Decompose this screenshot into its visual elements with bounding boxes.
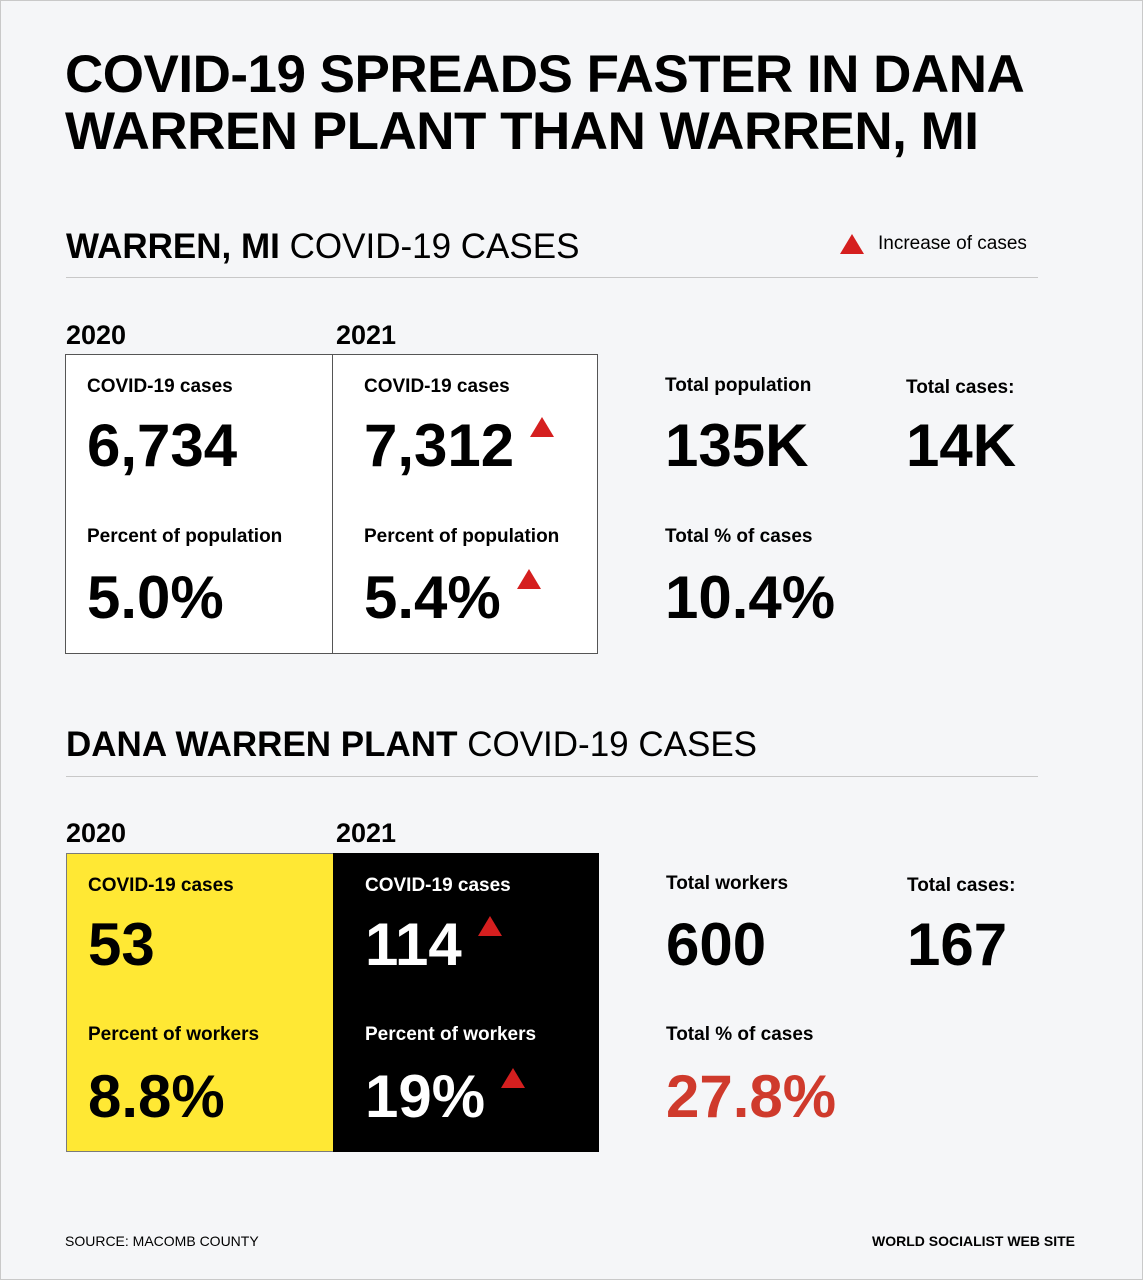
warren-2020-cases-label: COVID-19 cases (87, 376, 233, 397)
warren-2020-pct-value: 5.0% (87, 565, 224, 631)
warren-2020-box (65, 354, 333, 654)
legend-label: Increase of cases (878, 233, 1027, 254)
warren-2021-pct-number: 5.4% (364, 564, 501, 631)
dana-2020-cases-number: 53 (88, 911, 155, 978)
dana-2021-box (333, 853, 599, 1152)
warren-year-2021: 2021 (336, 320, 397, 350)
warren-2021-cases-label: COVID-19 cases (364, 376, 510, 397)
warren-section-heading: WARREN, MI COVID-19 CASES (66, 227, 579, 267)
warren-2021-box (332, 354, 598, 654)
dana-2021-cases-number: 114 (365, 911, 462, 978)
warren-2020-cases-number: 6,734 (87, 412, 238, 479)
warren-heading-light: COVID-19 CASES (289, 227, 580, 266)
dana-year-2020: 2020 (66, 818, 127, 848)
dana-2020-pct-number: 8.8% (88, 1063, 225, 1130)
dana-2021-pct-number: 19% (365, 1063, 486, 1130)
warren-total-cases-value: 14K (906, 412, 1017, 479)
legend: Increase of cases (840, 232, 1027, 256)
publisher-credit: WORLD SOCIALIST WEB SITE (872, 1233, 1075, 1249)
warren-2021-pct-value: 5.4% (364, 565, 541, 631)
warren-total-pct-value: 10.4% (665, 564, 836, 631)
warren-2020-cases-value: 6,734 (87, 413, 237, 479)
dana-divider (66, 776, 1038, 777)
dana-total-cases-label: Total cases: (907, 875, 1016, 896)
warren-total-population-label: Total population (665, 375, 812, 396)
increase-triangle-icon (840, 234, 864, 254)
dana-total-workers-label: Total workers (666, 873, 789, 894)
warren-total-cases-label: Total cases: (906, 377, 1015, 398)
increase-triangle-icon (530, 417, 555, 437)
warren-2021-pct-label: Percent of population (364, 526, 560, 547)
dana-total-pct-value: 27.8% (666, 1063, 837, 1130)
dana-2020-pct-value: 8.8% (88, 1064, 225, 1130)
warren-divider (66, 277, 1038, 278)
warren-total-pct-label: Total % of cases (665, 526, 813, 547)
dana-2021-cases-label: COVID-19 cases (365, 875, 511, 896)
dana-2020-cases-label: COVID-19 cases (88, 875, 234, 896)
warren-year-2020: 2020 (66, 320, 127, 350)
increase-triangle-icon (501, 1068, 526, 1088)
dana-2021-pct-value: 19% (365, 1063, 526, 1130)
dana-total-cases-value: 167 (907, 911, 1008, 978)
dana-2020-pct-label: Percent of workers (88, 1024, 260, 1045)
increase-triangle-icon (477, 916, 502, 936)
warren-total-population-value: 135K (665, 412, 809, 479)
dana-2021-pct-label: Percent of workers (365, 1024, 537, 1045)
dana-heading-bold: DANA WARREN PLANT (66, 725, 458, 764)
dana-heading-light: COVID-19 CASES (467, 725, 758, 764)
source-note: SOURCE: MACOMB COUNTY (65, 1233, 259, 1249)
warren-2021-cases-number: 7,312 (364, 412, 515, 479)
increase-triangle-icon (516, 569, 541, 589)
dana-year-2021: 2021 (336, 818, 397, 848)
dana-2020-box (66, 853, 334, 1152)
warren-2021-cases-value: 7,312 (364, 412, 555, 479)
dana-section-heading: DANA WARREN PLANT COVID-19 CASES (66, 725, 757, 765)
dana-total-pct-label: Total % of cases (666, 1024, 814, 1045)
warren-2020-pct-number: 5.0% (87, 564, 224, 631)
dana-total-workers-value: 600 (666, 911, 767, 978)
dana-2021-cases-value: 114 (365, 912, 502, 978)
page-title: COVID-19 SPREADS FASTER IN DANA WARREN P… (65, 45, 1023, 161)
dana-2020-cases-value: 53 (88, 912, 155, 978)
warren-heading-bold: WARREN, MI (66, 227, 280, 266)
warren-2020-pct-label: Percent of population (87, 526, 283, 547)
